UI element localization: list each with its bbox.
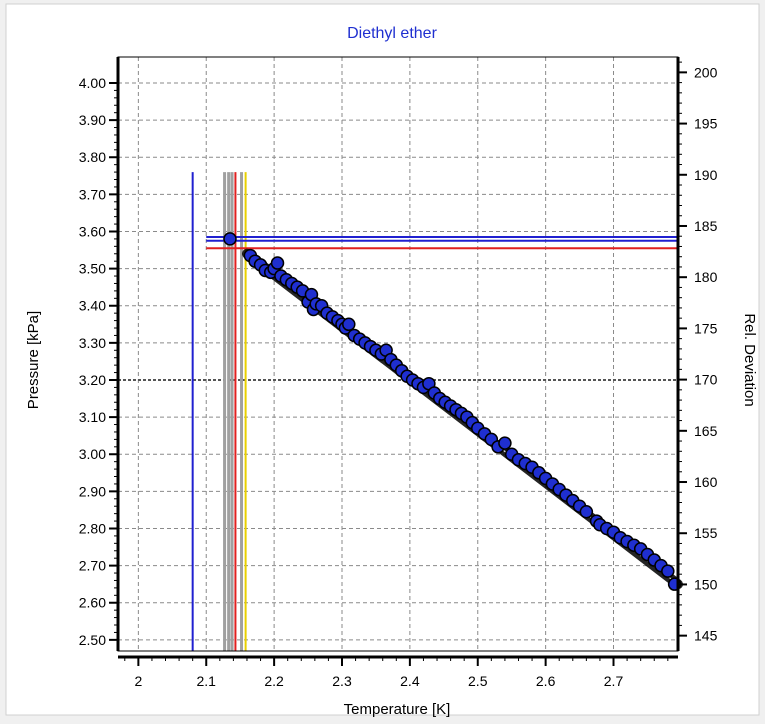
y-tick-label: 3.30 (79, 335, 106, 351)
data-point (270, 256, 285, 270)
y-tick-label: 3.80 (79, 149, 106, 165)
chart-title: Diethyl ether (347, 25, 437, 42)
y-tick-label: 3.40 (79, 298, 106, 314)
data-point (661, 564, 675, 578)
y-tick-label: 3.60 (79, 223, 106, 239)
y2-tick-label: 170 (694, 372, 718, 388)
x-axis-label: Temperature [K] (344, 701, 451, 718)
plot-background (118, 57, 678, 651)
x-tick-label: 2.3 (332, 673, 352, 689)
data-point (223, 232, 237, 246)
y-tick-label: 3.50 (79, 261, 106, 277)
y-tick-label: 3.70 (79, 186, 106, 202)
reference-lines (191, 172, 678, 651)
y-tick-label: 3.00 (79, 446, 106, 462)
y-tick-label: 3.10 (79, 409, 106, 425)
y-tick-label: 2.80 (79, 520, 106, 536)
y2-tick-label: 185 (694, 218, 718, 234)
y-tick-label: 3.20 (79, 372, 106, 388)
y2-tick-label: 155 (694, 525, 718, 541)
secondary-y-axis-label: Rel. Deviation (741, 313, 758, 406)
x-tick-label: 2.5 (468, 673, 488, 689)
y2-tick-label: 200 (694, 64, 718, 80)
y2-tick-label: 165 (694, 423, 718, 439)
y-tick-label: 2.60 (79, 595, 106, 611)
y-axis-label: Pressure [kPa] (25, 311, 42, 409)
y2-tick-label: 160 (694, 474, 718, 490)
x-tick-label: 2.2 (264, 673, 284, 689)
data-points (223, 232, 682, 591)
grid-lines (118, 57, 678, 651)
y-tick-label: 2.70 (79, 558, 106, 574)
x-tick-label: 2.6 (536, 673, 556, 689)
data-point (342, 317, 356, 332)
y2-tick-label: 175 (694, 320, 718, 336)
x-tick-label: 2.4 (400, 673, 420, 689)
y2-tick-label: 150 (694, 576, 718, 592)
y-tick-label: 4.00 (79, 75, 106, 91)
y2-tick-label: 180 (694, 269, 718, 285)
y2-tick-label: 190 (694, 167, 718, 183)
data-point (498, 436, 512, 450)
y2-tick-label: 195 (694, 116, 718, 132)
y-tick-label: 3.90 (79, 112, 106, 128)
data-point (579, 505, 594, 519)
y-tick-label: 2.90 (79, 483, 106, 499)
y2-tick-label: 145 (694, 628, 718, 644)
x-tick-label: 2 (134, 673, 142, 689)
x-tick-label: 2.1 (197, 673, 217, 689)
x-tick-label: 2.7 (604, 673, 624, 689)
y-tick-label: 2.50 (79, 632, 106, 648)
axes: 2.50 2.60 2.70 2.80 2.90 3.00 3.10 3.20 3.30 3.40… (79, 57, 718, 689)
